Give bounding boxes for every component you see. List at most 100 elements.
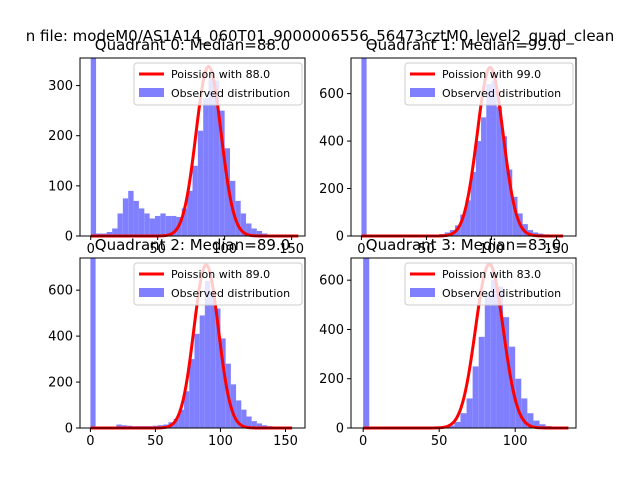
histogram-bar: [236, 400, 242, 428]
x-tick-label: 50: [418, 242, 435, 257]
x-tick-label: 150: [273, 434, 298, 449]
histogram-bar: [194, 333, 200, 428]
histogram-bar: [241, 409, 247, 428]
axes-frame: [350, 257, 577, 429]
histogram-bar: [189, 359, 195, 428]
y-tick-label: 200: [48, 129, 73, 144]
chart-quadrant-0: 0 50 100 150 0 100 200 300 Quadrant 0: Median=88…: [48, 36, 306, 257]
histogram-bar: [106, 231, 113, 236]
histogram-bar: [149, 218, 155, 236]
y-tick-label: 600: [48, 284, 73, 299]
histogram-bar: [210, 291, 216, 428]
y-tick-label: 0: [65, 230, 73, 245]
histogram-bar: [490, 280, 497, 428]
histogram-bar: [213, 80, 220, 236]
y-tick-label: 200: [319, 372, 344, 387]
histogram-bar: [117, 213, 123, 236]
histogram-bar: [484, 294, 491, 428]
histogram-bar: [507, 169, 513, 236]
x-tick-label: 100: [208, 434, 233, 449]
histogram-bar: [122, 198, 129, 236]
histogram-bar: [138, 208, 145, 236]
histogram-bar: [460, 413, 467, 428]
histogram-bar: [491, 80, 497, 237]
histogram-bar: [128, 190, 134, 236]
axes-frame: [350, 57, 577, 237]
histogram-bar: [486, 84, 492, 237]
histogram-bar: [361, 58, 367, 236]
histogram-bar: [203, 98, 209, 237]
legend-bar-swatch: [139, 288, 164, 297]
histogram-bar: [475, 141, 482, 236]
y-tick-label: 400: [48, 330, 73, 345]
y-tick-label: 300: [48, 79, 73, 94]
y-tick-label: 600: [319, 87, 344, 102]
histogram-bar: [184, 391, 190, 428]
histogram-bar: [496, 286, 504, 428]
y-tick-label: 100: [48, 179, 73, 194]
histogram-bar: [204, 280, 211, 428]
histogram-bar: [144, 213, 150, 236]
histogram-bar: [90, 258, 96, 428]
histogram-bar: [465, 200, 471, 236]
chart-quadrant-1: 0 50 100 150 0 200 400 600 Quadrant 1: Median=99…: [319, 36, 577, 257]
chart-title: Quadrant 3: Median=83.0: [366, 236, 561, 254]
chart-title: Quadrant 0: Median=88.0: [95, 36, 290, 54]
axes-frame: [79, 57, 306, 237]
x-tick-label: 50: [431, 434, 448, 449]
chart-title: Quadrant 1: Median=99.0: [366, 36, 561, 54]
histogram-bar: [224, 148, 230, 236]
histogram-bar: [165, 215, 172, 236]
histogram-bar: [472, 366, 479, 428]
histogram-bar: [112, 228, 118, 236]
histogram-bar: [181, 208, 188, 236]
histogram-bar: [521, 398, 528, 428]
x-tick-label: 0: [359, 434, 367, 449]
histogram-bar: [527, 230, 534, 236]
histogram-bar: [230, 384, 237, 428]
histogram-bar: [235, 200, 241, 236]
histogram-bar: [240, 213, 247, 236]
y-tick-label: 0: [336, 422, 344, 437]
histogram-bar: [503, 317, 510, 428]
axes-frame: [79, 257, 306, 429]
histogram-bar: [256, 423, 263, 428]
histogram-bar: [173, 418, 179, 428]
histogram-bar: [481, 117, 487, 236]
chart-title: Quadrant 2: Median=89.0: [95, 236, 290, 254]
histogram-bar: [192, 165, 198, 236]
x-tick-label: 100: [503, 434, 528, 449]
legend-box: [404, 262, 574, 306]
histogram-bar: [512, 196, 518, 236]
histogram-bar: [496, 106, 502, 236]
histogram-bar: [539, 424, 546, 428]
histogram-bar: [466, 398, 473, 428]
histogram-bar: [215, 308, 221, 428]
legend-box: [133, 62, 303, 106]
histogram-bar: [470, 171, 476, 236]
histogram-bar: [219, 110, 225, 236]
x-tick-label: 100: [479, 242, 504, 257]
x-tick-label: 0: [86, 434, 94, 449]
histogram-bar: [197, 130, 204, 236]
histogram-bar: [187, 190, 193, 236]
histogram-bar: [246, 416, 252, 428]
chart-quadrant-2: 0 50 100 150 0 200 400 600 Quadrant 2: Median=89…: [48, 236, 306, 449]
histogram-bar: [363, 258, 370, 428]
histogram-bar: [533, 420, 540, 428]
y-tick-label: 200: [319, 182, 344, 197]
y-tick-label: 0: [336, 230, 344, 245]
x-tick-label: 50: [147, 434, 164, 449]
y-tick-label: 600: [319, 274, 344, 289]
histogram-bar: [527, 413, 534, 428]
y-tick-label: 200: [48, 376, 73, 391]
histogram-bar: [199, 315, 205, 428]
legend-label-fit: Poission with 88.0: [171, 68, 270, 81]
legend-box: [404, 62, 574, 106]
legend-label-fit: Poission with 89.0: [171, 268, 270, 281]
x-tick-label: 50: [149, 242, 166, 257]
histogram-bar: [478, 336, 485, 428]
y-tick-label: 400: [319, 323, 344, 338]
legend-bar-swatch: [139, 88, 164, 97]
